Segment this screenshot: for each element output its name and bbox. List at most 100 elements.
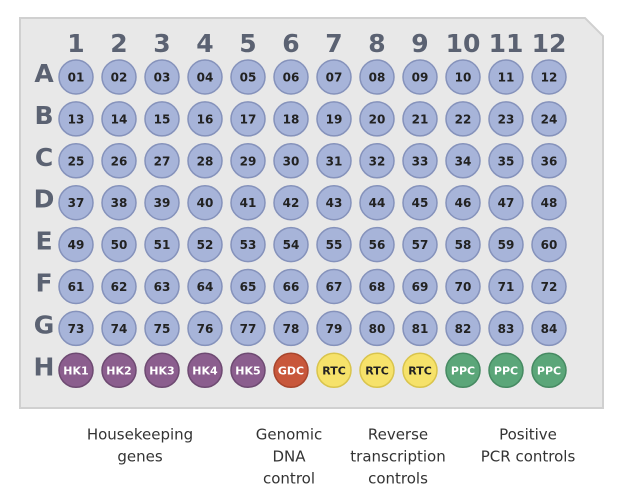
well <box>445 352 481 389</box>
well <box>273 226 309 263</box>
group-label: Positive <box>499 426 557 444</box>
well-label: 56 <box>369 238 386 252</box>
group-label: Genomic <box>256 426 323 444</box>
well <box>531 352 567 389</box>
well <box>445 143 481 179</box>
well <box>101 59 137 95</box>
well-label: 76 <box>197 322 214 336</box>
well-label: 82 <box>455 322 472 336</box>
well <box>101 143 137 179</box>
well-label: 25 <box>68 154 85 168</box>
well-label: 75 <box>154 322 171 336</box>
well <box>402 101 438 137</box>
well <box>445 59 481 95</box>
well-label: 43 <box>326 196 343 210</box>
well <box>402 310 438 347</box>
well-label: 58 <box>455 238 472 252</box>
well <box>187 310 223 347</box>
well <box>445 226 481 263</box>
well <box>58 184 94 221</box>
well-label: 83 <box>498 322 515 336</box>
well-label: PPC <box>494 364 518 377</box>
well <box>445 310 481 347</box>
well <box>359 101 395 137</box>
well-label: 60 <box>541 238 558 252</box>
well-label: 29 <box>240 154 257 168</box>
well-label: 32 <box>369 154 386 168</box>
well <box>402 226 438 263</box>
well <box>359 143 395 179</box>
well <box>144 101 180 137</box>
well <box>230 310 266 347</box>
well-label: 71 <box>498 280 515 294</box>
group-label: controls <box>368 470 428 488</box>
well-label: 47 <box>498 196 515 210</box>
column-label: 4 <box>196 29 213 58</box>
well <box>445 101 481 137</box>
well <box>488 310 524 347</box>
well-label: 63 <box>154 280 171 294</box>
well-label: 57 <box>412 238 429 252</box>
well-label: 50 <box>111 238 128 252</box>
column-label: 10 <box>446 29 481 58</box>
group-label: Reverse <box>368 426 428 444</box>
well-label: 18 <box>283 112 300 126</box>
well <box>230 101 266 137</box>
well <box>316 226 352 263</box>
well-label: 11 <box>498 71 515 85</box>
well <box>531 143 567 179</box>
well <box>144 310 180 347</box>
well-label: HK4 <box>192 364 218 377</box>
well <box>359 226 395 263</box>
well <box>230 143 266 179</box>
column-label: 1 <box>67 29 84 58</box>
well-label: 36 <box>541 154 558 168</box>
well-label: 66 <box>283 280 300 294</box>
well-label: PPC <box>537 364 561 377</box>
well <box>58 352 94 389</box>
well <box>187 352 223 389</box>
well <box>273 184 309 221</box>
well <box>101 184 137 221</box>
well-label: 72 <box>541 280 558 294</box>
well <box>488 59 524 95</box>
well-label: 46 <box>455 196 472 210</box>
column-label: 5 <box>239 29 256 58</box>
column-label: 2 <box>110 29 127 58</box>
group-label: genes <box>117 448 162 466</box>
well <box>402 59 438 95</box>
group-label: Housekeeping <box>87 426 193 444</box>
well <box>273 59 309 95</box>
well <box>359 268 395 305</box>
row-label: G <box>34 310 55 339</box>
row-label: F <box>35 269 52 298</box>
well <box>144 352 180 389</box>
well <box>273 101 309 137</box>
well <box>187 226 223 263</box>
well-label: 10 <box>455 71 472 85</box>
well-label: 12 <box>541 71 558 85</box>
well <box>187 268 223 305</box>
well-label: 24 <box>541 112 558 126</box>
well <box>316 310 352 347</box>
well-label: 13 <box>68 112 85 126</box>
well-label: 64 <box>197 280 214 294</box>
well-label: 39 <box>154 196 171 210</box>
well <box>273 352 309 389</box>
well-label: 48 <box>541 196 558 210</box>
well <box>531 226 567 263</box>
well-label: 33 <box>412 154 429 168</box>
well-label: 42 <box>283 196 300 210</box>
well <box>187 143 223 179</box>
well <box>230 268 266 305</box>
well-label: 06 <box>283 71 300 85</box>
well-label: 08 <box>369 71 386 85</box>
well-label: 37 <box>68 196 85 210</box>
row-label: C <box>35 143 53 172</box>
well <box>402 184 438 221</box>
column-label: 9 <box>411 29 428 58</box>
group-label: PCR controls <box>481 448 576 466</box>
well-label: 61 <box>68 280 85 294</box>
well <box>187 59 223 95</box>
